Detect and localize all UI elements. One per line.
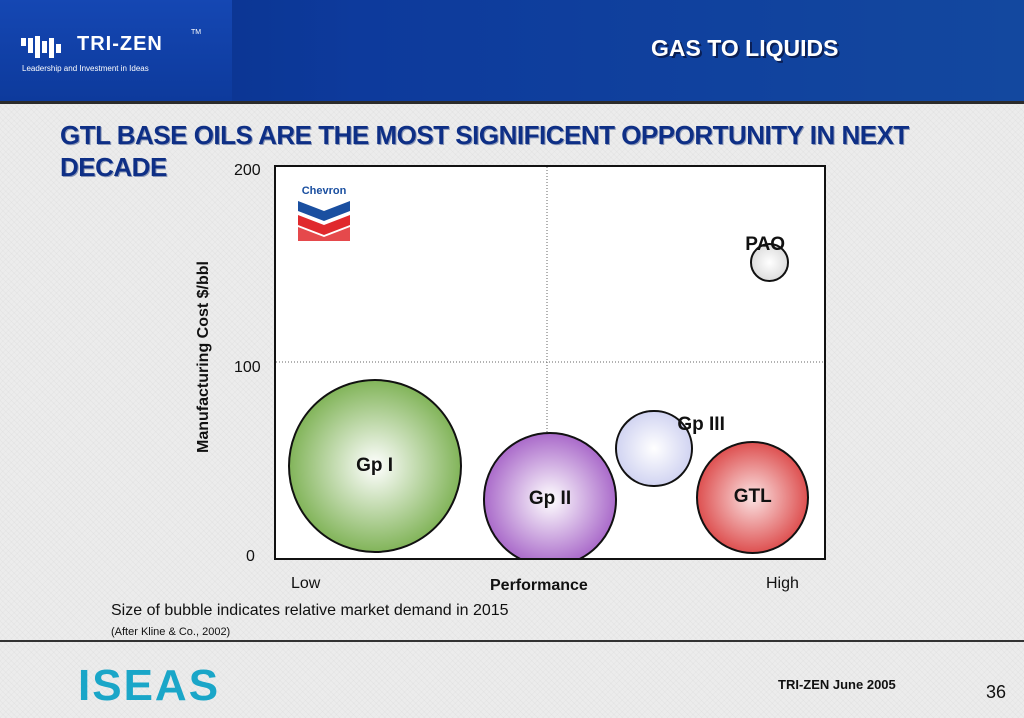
bubble-label-pao: PAO [745,233,786,255]
bubble-pao [749,243,789,283]
footer-divider [0,640,1024,642]
footer-company-date: TRI-ZEN June 2005 [778,677,896,692]
x-tick-high: High [766,575,799,592]
x-axis-label: Performance [490,577,588,594]
brand-box: TRI-ZEN TM Leadership and Investment in … [0,0,232,101]
bubble-gtl [696,441,810,554]
iseas-logo: ISEAS [78,661,218,708]
y-tick-200: 200 [234,162,261,179]
bubble-chart-plot-area: Chevron Gp I Gp II Gp III GTL PAO [274,165,826,560]
y-axis-label: Manufacturing Cost $/bbl [195,261,212,453]
chevron-emblem-icon [298,201,350,241]
x-tick-low: Low [291,575,321,592]
chevron-logo: Chevron [296,185,352,245]
bubble-gp-ii [482,431,618,558]
bubble-label-gp-i: Gp I [356,455,394,477]
page-number: 36 [986,682,1007,702]
iseas-logo-text: ISEAS [78,661,218,708]
quadrant-gridlines [276,167,824,558]
section-title: GAS TO LIQUIDS [651,35,839,61]
y-tick-0: 0 [246,548,255,565]
trizen-logo-icon [21,36,61,58]
bubble-label-gp-ii: Gp II [528,488,572,510]
chevron-logo-text: Chevron [301,185,347,197]
brand-tagline: Leadership and Investment in Ideas [22,64,149,73]
brand-name: TRI-ZEN [77,33,163,55]
y-tick-100: 100 [234,359,261,376]
brand-trademark: TM [191,29,202,36]
source-note: (After Kline & Co., 2002) [111,626,231,638]
header-divider [0,101,1024,104]
bubble-gp-i [287,379,462,554]
slide-headline: GTL BASE OILS ARE THE MOST SIGNIFICENT O… [60,120,909,182]
bubble-label-gp-iii: Gp III [677,413,725,435]
bubble-size-note: Size of bubble indicates relative market… [111,602,509,619]
bubble-gp-iii [615,409,694,488]
bubble-label-gtl: GTL [733,486,772,508]
